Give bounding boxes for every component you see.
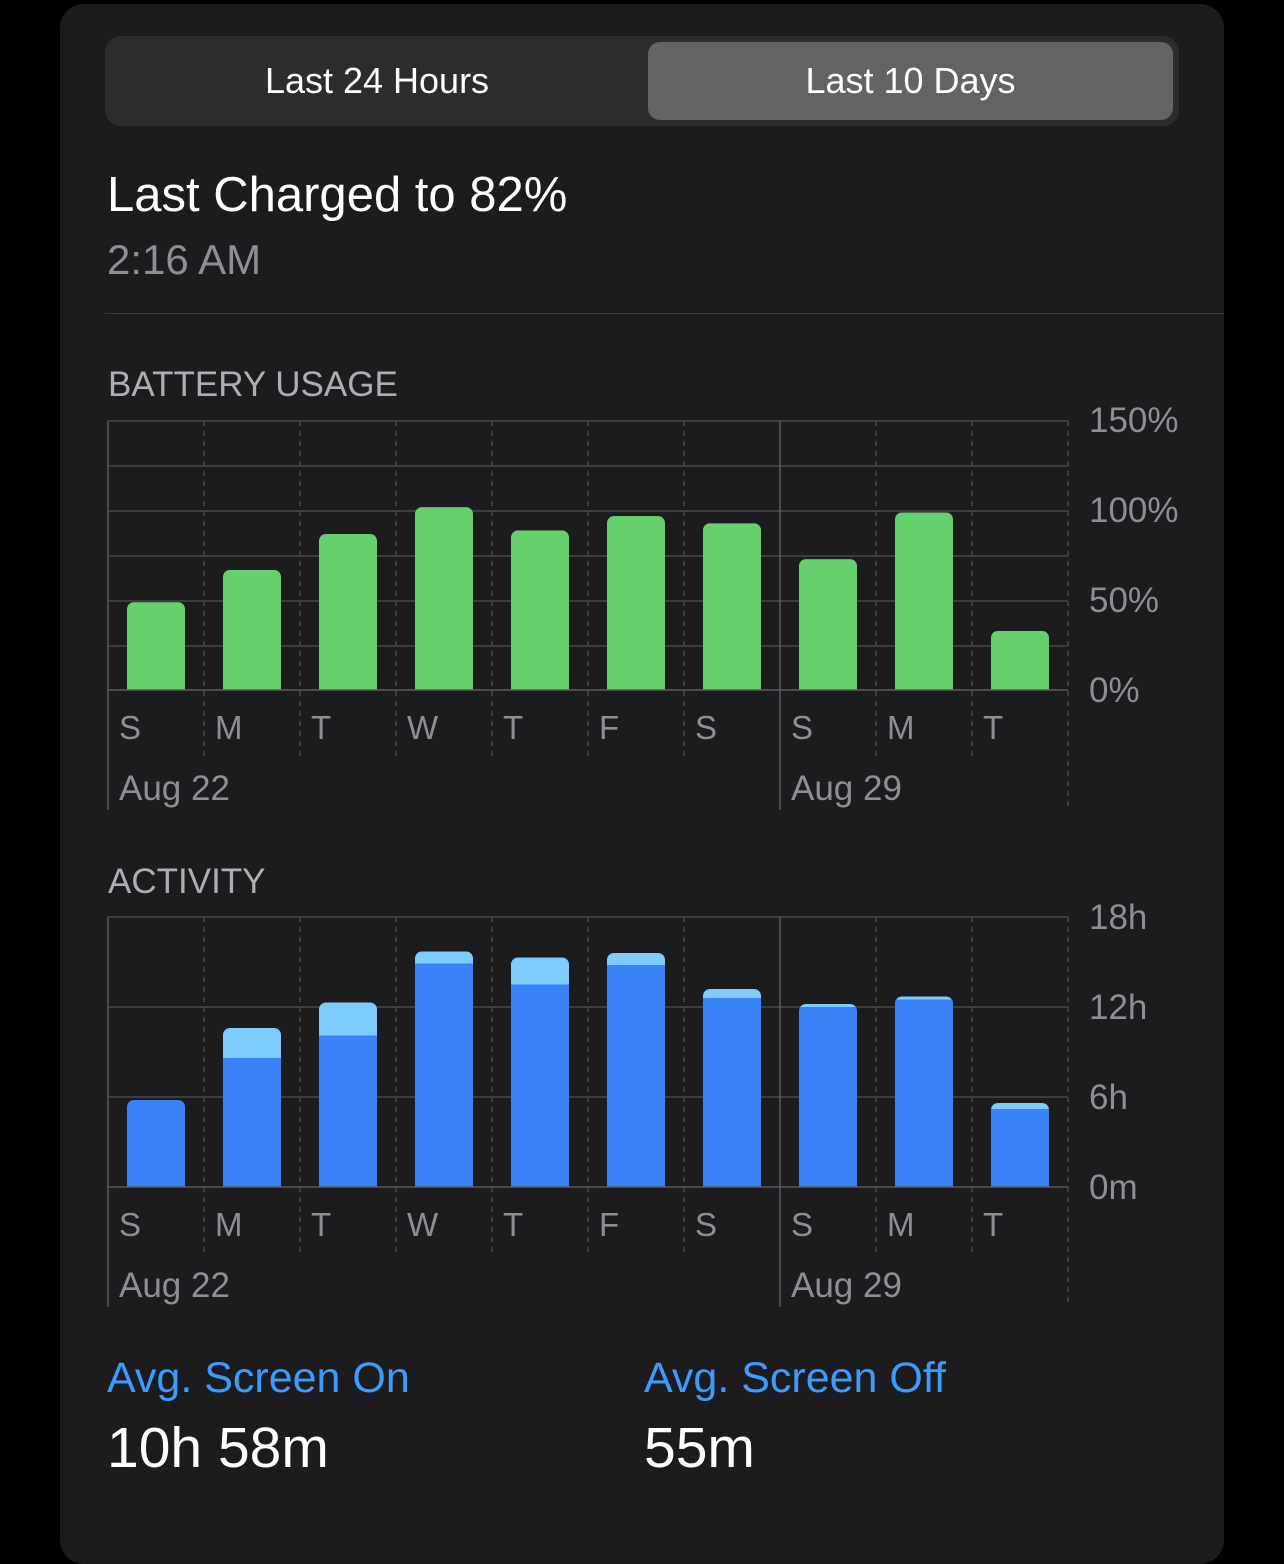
day-label: F [599,1206,619,1243]
bar-primary [607,965,665,1187]
day-label: S [695,1206,717,1243]
bar-primary [319,1035,377,1187]
bar-3 [415,507,473,690]
bar-secondary [991,1103,1049,1109]
bar-primary [415,507,473,690]
last-charged-title: Last Charged to 82% [107,168,568,222]
bar-primary [607,516,665,690]
y-tick-label: 100% [1089,491,1179,530]
avg-screen-off-value: 55m [644,1416,755,1480]
date-label: Aug 22 [119,769,230,808]
day-label: T [983,709,1003,746]
day-label: W [407,1206,439,1243]
segment-last-24-hours[interactable]: Last 24 Hours [264,60,490,101]
bar-primary [703,523,761,690]
bar-4 [511,530,569,690]
bar-primary [703,998,761,1187]
y-tick-label: 150% [1089,401,1179,440]
bar-secondary [895,996,953,1000]
bar-secondary [703,989,761,998]
day-label: M [215,1206,243,1243]
y-tick-label: 12h [1089,988,1147,1027]
bar-3 [415,951,473,1187]
day-label: M [887,709,915,746]
bar-secondary [319,1002,377,1036]
bar-6 [703,989,761,1187]
bar-primary [319,533,377,690]
date-label: Aug 22 [119,1266,230,1305]
bar-4 [511,957,569,1187]
last-charged-time: 2:16 AM [107,236,262,283]
day-label: S [695,709,717,746]
date-label: Aug 29 [791,1266,902,1305]
divider [105,313,1224,314]
bar-primary [511,984,569,1187]
bar-9 [991,1103,1049,1187]
day-label: W [407,709,439,746]
day-label: T [311,709,331,746]
bar-secondary [511,957,569,985]
bar-8 [895,996,953,1187]
bar-2 [319,1002,377,1187]
bar-2 [319,533,377,690]
y-tick-label: 6h [1089,1078,1128,1117]
day-label: S [791,1206,813,1243]
day-label: T [983,1206,1003,1243]
y-tick-label: 0m [1089,1168,1138,1207]
day-label: M [887,1206,915,1243]
y-tick-label: 18h [1089,898,1147,937]
bar-1 [223,1028,281,1187]
avg-screen-on-label: Avg. Screen On [107,1354,410,1402]
avg-screen-off-label: Avg. Screen Off [644,1354,946,1402]
bar-secondary [799,1004,857,1007]
bar-primary [991,630,1049,690]
bar-5 [607,953,665,1187]
avg-screen-on-value: 10h 58m [107,1416,329,1480]
bar-0 [127,1100,185,1187]
day-label: S [119,1206,141,1243]
day-label: M [215,709,243,746]
bar-primary [511,530,569,690]
day-label: T [503,709,523,746]
day-label: S [791,709,813,746]
bar-primary [127,602,185,690]
bar-secondary [607,953,665,965]
bar-7 [799,1004,857,1187]
activity-chart: 18h 12h 6h 0m S M T W T F S S M T Aug 22 Aug 29 [107,898,1147,1307]
bar-primary [127,1100,185,1187]
bar-primary [799,1007,857,1187]
time-range-segmented-control: Last 24 Hours Last 10 Days [105,36,1179,126]
bar-0 [127,602,185,690]
bar-primary [991,1109,1049,1187]
bar-primary [223,569,281,690]
bar-5 [607,516,665,690]
bar-primary [895,999,953,1187]
day-label: S [119,709,141,746]
battery-usage-label: BATTERY USAGE [108,365,398,404]
bar-7 [799,559,857,690]
bar-primary [799,559,857,690]
bar-primary [415,963,473,1187]
battery-usage-chart: 150% 100% 50% 0% S M T W T F S S M T Aug 22 Aug 29 [107,401,1179,810]
bar-6 [703,523,761,690]
y-tick-label: 50% [1089,581,1159,620]
bar-secondary [415,951,473,964]
date-label: Aug 29 [791,769,902,808]
battery-card [60,4,1224,1564]
day-label: T [311,1206,331,1243]
bar-secondary [223,1028,281,1058]
bar-1 [223,569,281,690]
bar-primary [223,1058,281,1187]
bar-9 [991,630,1049,690]
y-tick-label: 0% [1089,671,1140,710]
day-label: T [503,1206,523,1243]
bar-primary [895,512,953,690]
bar-8 [895,512,953,690]
segment-last-10-days[interactable]: Last 10 Days [648,42,1173,120]
day-label: F [599,709,619,746]
activity-label: ACTIVITY [108,862,266,901]
